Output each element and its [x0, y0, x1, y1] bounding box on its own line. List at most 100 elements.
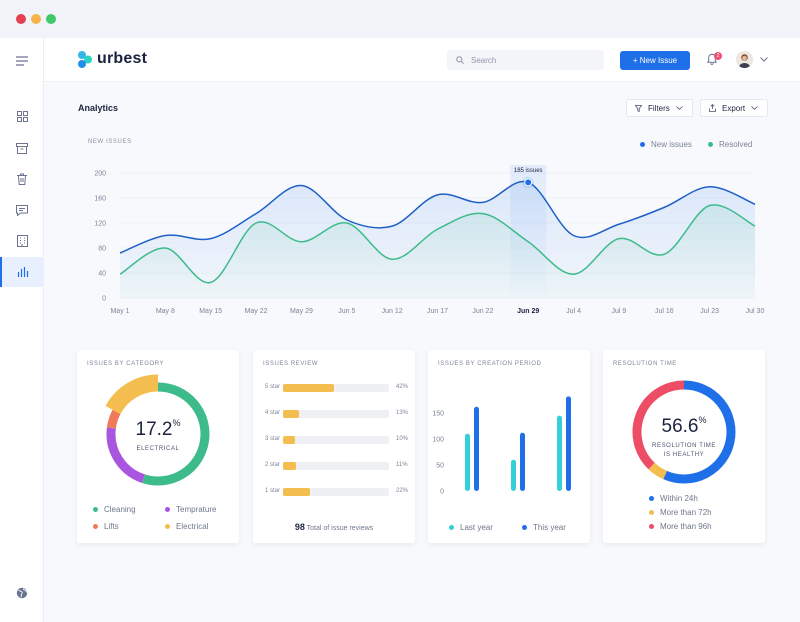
legend-item-temprature: Temprature — [165, 505, 216, 514]
resolution-value: 56.6% — [603, 415, 765, 438]
y-tick-label: 0 — [102, 296, 106, 303]
x-tick-label: Jul 30 — [746, 308, 765, 315]
card-title: ISSUES BY CREATION PERIOD — [438, 361, 542, 367]
urbest-logo-icon — [78, 50, 92, 68]
minimize-window-dot[interactable] — [31, 14, 41, 24]
message-icon — [16, 204, 28, 216]
resolution-value-number: 56.6 — [661, 416, 699, 437]
sidebar-item-messages[interactable] — [0, 195, 44, 225]
legend-item-electrical: Electrical — [165, 522, 208, 531]
brand-name: urbest — [97, 50, 148, 67]
legend-swatch — [649, 510, 654, 515]
sidebar-item-buildings[interactable] — [0, 226, 44, 256]
filter-icon — [635, 104, 642, 112]
legend-label: Resolved — [719, 140, 753, 149]
review-bar-fill — [283, 384, 335, 392]
review-total: 98 Total of issue reviews — [253, 522, 415, 532]
review-percent-label: 10% — [396, 436, 409, 442]
sidebar-item-dashboard[interactable] — [0, 101, 44, 131]
category-value-number: 17.2 — [135, 419, 173, 440]
sidebar-item-menu[interactable] — [0, 46, 44, 76]
highlight-column — [510, 165, 547, 298]
card-title: ISSUES BY CATEGORY — [87, 361, 165, 367]
bar — [557, 415, 562, 491]
building-icon — [16, 235, 28, 247]
new-issue-button[interactable]: + New Issue — [620, 51, 690, 70]
review-percent-label: 22% — [396, 488, 409, 494]
y-tick-label: 0 — [440, 489, 444, 496]
filters-button[interactable]: Filters — [626, 99, 693, 117]
legend-item-cleaning: Cleaning — [93, 505, 136, 514]
brand-logo[interactable]: urbest — [78, 50, 147, 68]
series-line — [119, 180, 756, 254]
notification-badge: 2 — [714, 52, 722, 60]
review-star-label: 5 star — [264, 384, 280, 390]
legend-swatch — [649, 496, 654, 501]
legend-swatch — [640, 142, 645, 147]
sidebar-item-trash[interactable] — [0, 164, 44, 194]
chevron-down-icon[interactable] — [760, 57, 768, 62]
review-star-label: 4 star — [264, 410, 280, 416]
legend-swatch — [93, 524, 98, 529]
menu-icon — [16, 56, 28, 66]
donut-slice — [648, 462, 668, 480]
review-bar-fill — [283, 410, 299, 418]
resolution-label-line1: RESOLUTION TIME — [652, 443, 716, 449]
category-value-unit: % — [172, 418, 181, 428]
donut-slice — [142, 382, 210, 486]
bar — [465, 433, 470, 491]
legend-label: More than 72h — [660, 508, 712, 517]
legend-label: Electrical — [176, 522, 209, 531]
review-bar-track — [283, 384, 389, 392]
bar — [566, 396, 571, 491]
legend-item-more-than-96h: More than 96h — [649, 522, 712, 531]
review-bar-track — [283, 488, 389, 496]
series-area — [120, 181, 755, 298]
review-total-label: Total of issue reviews — [306, 525, 374, 532]
x-tick-label: Jul 23 — [700, 308, 719, 315]
issues-review-card: ISSUES REVIEW 5 star 42% 4 star 13% 3 star 10… — [253, 350, 415, 543]
window-titlebar — [0, 0, 800, 38]
review-bar-fill — [283, 488, 310, 496]
y-tick-label: 150 — [432, 411, 444, 418]
review-row: 3 star 10% — [258, 435, 414, 445]
review-bar-fill — [283, 462, 297, 470]
export-label: Export — [722, 103, 746, 113]
legend-swatch — [93, 507, 98, 512]
close-window-dot[interactable] — [16, 14, 26, 24]
review-bar-fill — [283, 436, 296, 444]
grid-icon — [16, 110, 28, 122]
review-star-label: 1 star — [264, 488, 280, 494]
sidebar-item-analytics[interactable] — [0, 257, 44, 287]
maximize-window-dot[interactable] — [46, 14, 56, 24]
top-bar: urbest + New Issue 2 — [44, 38, 800, 82]
resolution-value-unit: % — [698, 415, 707, 425]
legend-label: Lifts — [104, 522, 119, 531]
legend-label: This year — [533, 523, 566, 532]
user-avatar[interactable] — [736, 51, 753, 68]
export-icon — [709, 104, 716, 112]
category-value: 17.2% — [77, 418, 239, 441]
x-tick-label: Jun 5 — [338, 308, 355, 315]
issues-by-category-card: ISSUES BY CATEGORY 17.2% ELECTRICAL Clea… — [77, 350, 239, 543]
sidebar-item-globe[interactable] — [0, 578, 44, 608]
search-box[interactable] — [447, 50, 604, 70]
x-tick-label: May 29 — [290, 308, 313, 315]
y-tick-label: 40 — [98, 271, 106, 278]
legend-swatch — [649, 524, 654, 529]
search-icon — [456, 56, 464, 64]
review-row: 1 star 22% — [258, 487, 414, 497]
series-line — [119, 204, 756, 284]
x-tick-label: Jun 29 — [517, 308, 539, 315]
sidebar-item-archive[interactable] — [0, 133, 44, 163]
legend-label: More than 96h — [660, 522, 712, 531]
y-tick-label: 120 — [94, 221, 106, 228]
new-issues-chart-title: NEW ISSUES — [88, 139, 132, 145]
resolution-label-line2: IS HEALTHY — [663, 452, 705, 458]
search-input[interactable] — [471, 55, 591, 65]
export-button[interactable]: Export — [700, 99, 768, 117]
chevron-down-icon — [751, 106, 758, 110]
donut-slice — [106, 409, 121, 429]
donut-slice — [105, 374, 159, 415]
